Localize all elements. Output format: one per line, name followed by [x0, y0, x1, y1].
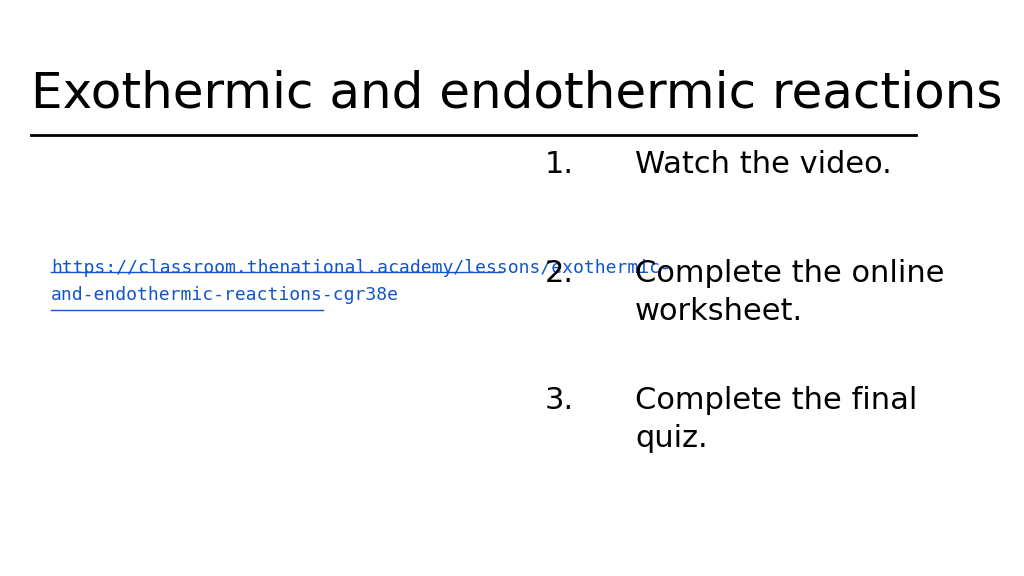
Text: 1.: 1.: [545, 150, 573, 179]
Text: Complete the final
quiz.: Complete the final quiz.: [635, 386, 918, 453]
Text: https://classroom.thenational.academy/lessons/exothermic-
and-endothermic-reacti: https://classroom.thenational.academy/le…: [51, 259, 671, 304]
Text: Complete the online
worksheet.: Complete the online worksheet.: [635, 259, 944, 327]
Text: Watch the video.: Watch the video.: [635, 150, 892, 179]
Text: 3.: 3.: [545, 386, 573, 415]
Text: 2.: 2.: [545, 259, 573, 288]
Text: Exothermic and endothermic reactions: Exothermic and endothermic reactions: [31, 69, 1002, 117]
